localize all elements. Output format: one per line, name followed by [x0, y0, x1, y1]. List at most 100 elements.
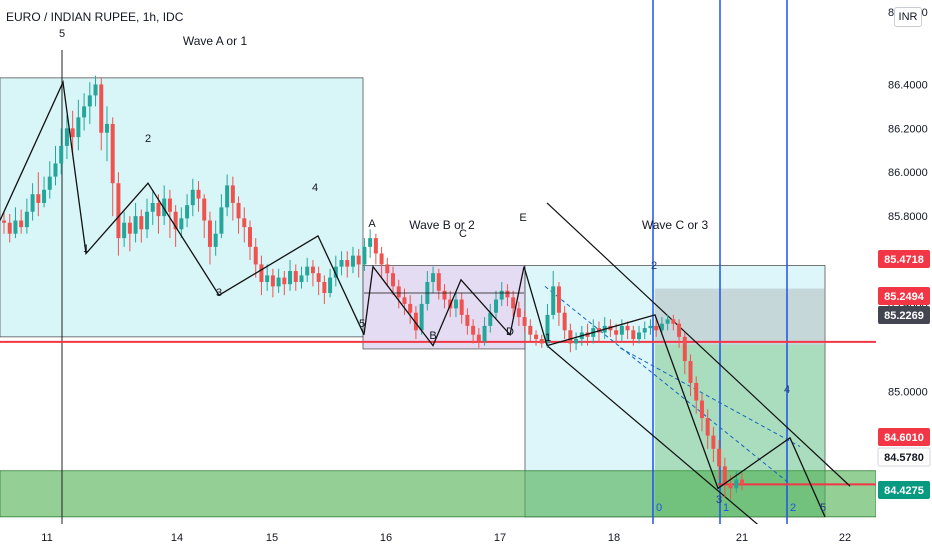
candle-body [156, 202, 161, 217]
candle-body [99, 84, 104, 133]
time-tick-label: 17 [494, 532, 506, 544]
candle-body [110, 123, 115, 184]
candle-body [413, 312, 418, 331]
wave-label: 4 [312, 182, 318, 194]
candle-body [459, 299, 464, 315]
candle-body [385, 264, 390, 274]
candle-body [207, 220, 212, 247]
candle-body [162, 198, 167, 217]
candle-body [476, 334, 481, 342]
time-tick-label: 16 [380, 532, 392, 544]
wave-label: 2 [145, 133, 151, 145]
candle-body [70, 128, 75, 138]
candle-body [739, 479, 745, 484]
wave-label: 1 [83, 243, 89, 255]
wave-label: 5 [820, 502, 826, 514]
candle-body [522, 317, 527, 326]
candle-body [104, 123, 109, 133]
candle-body [282, 277, 287, 285]
candle-body [436, 273, 441, 291]
currency-badge[interactable]: INR [894, 7, 922, 27]
price-tag [877, 447, 931, 467]
price-tag [878, 481, 930, 499]
candle-body [574, 339, 579, 344]
candle-body [654, 325, 659, 331]
candle-body [185, 205, 190, 219]
candle-body [705, 418, 710, 436]
candle-body [362, 246, 367, 265]
candle-body [368, 238, 373, 247]
channel-upper-line [546, 202, 851, 487]
wave-label: 5 [359, 318, 365, 330]
candle-body [230, 185, 235, 203]
candle-body [36, 194, 41, 203]
candle-body [453, 299, 458, 309]
zone-stop [655, 288, 825, 345]
candle-body [488, 312, 493, 326]
candle-body [247, 227, 253, 247]
candle-body [516, 308, 521, 318]
candle-body [202, 198, 207, 221]
candle-body [534, 334, 539, 340]
price-tick-label: 86.0000 [888, 167, 928, 179]
candle-body [133, 216, 138, 234]
candle-body [13, 220, 18, 234]
price-tag-label: 85.4718 [884, 254, 924, 266]
candle-body [345, 260, 350, 267]
wave-label: 2 [651, 260, 657, 272]
candle-body [619, 325, 624, 335]
price-tag [878, 306, 930, 324]
wave-label: D [506, 326, 514, 338]
candle-body [122, 222, 127, 239]
wave-label: 5 [59, 28, 65, 40]
candle-body [145, 211, 150, 230]
time-tick-label: 11 [41, 532, 52, 544]
candle-body [59, 145, 64, 164]
candle-body [322, 281, 327, 293]
candles-layer [1, 75, 745, 500]
candle-body [173, 211, 178, 230]
candle-body [196, 189, 201, 199]
candle-body [253, 246, 258, 265]
wave-label: 1 [723, 502, 729, 514]
price-tag [878, 287, 930, 305]
candle-body [659, 323, 664, 331]
candle-body [328, 277, 333, 293]
wave-label: 4 [784, 384, 790, 396]
candle-body [42, 189, 47, 203]
candle-body [82, 106, 87, 118]
candle-body [562, 312, 567, 331]
zones-layer [0, 77, 877, 518]
candle-body [694, 382, 699, 401]
wave-label: Wave B or 2 [409, 218, 475, 232]
candle-body [471, 325, 476, 335]
price-axis: 86.400086.200086.000085.800085.600085.40… [876, 0, 932, 550]
price-tag-label: 84.4275 [884, 485, 924, 497]
candle-body [528, 325, 533, 335]
candle-body [717, 448, 722, 467]
candle-body [93, 84, 98, 96]
wave-label: E [519, 212, 526, 224]
time-tick-label: 21 [736, 532, 748, 544]
dashed-trend-line-0 [544, 285, 791, 485]
candle-body [419, 303, 424, 331]
candle-body [76, 117, 81, 138]
candle-body [259, 264, 264, 282]
candle-body [734, 479, 739, 489]
candle-body [1, 220, 7, 223]
time-tick-label: 18 [608, 532, 620, 544]
candle-body [391, 273, 396, 287]
price-tick-label: 86.2000 [888, 123, 928, 135]
candle-body [408, 303, 413, 313]
candle-body [688, 361, 693, 383]
candle-body [30, 194, 35, 212]
candle-body [64, 128, 69, 146]
channel-lower-line [546, 345, 773, 538]
price-tick-label: 85.0000 [888, 387, 928, 399]
candle-body [402, 297, 407, 304]
candle-body [505, 290, 510, 298]
candle-body [19, 220, 24, 228]
wave-label: A [368, 218, 376, 230]
wave-label: 3 [716, 494, 722, 506]
